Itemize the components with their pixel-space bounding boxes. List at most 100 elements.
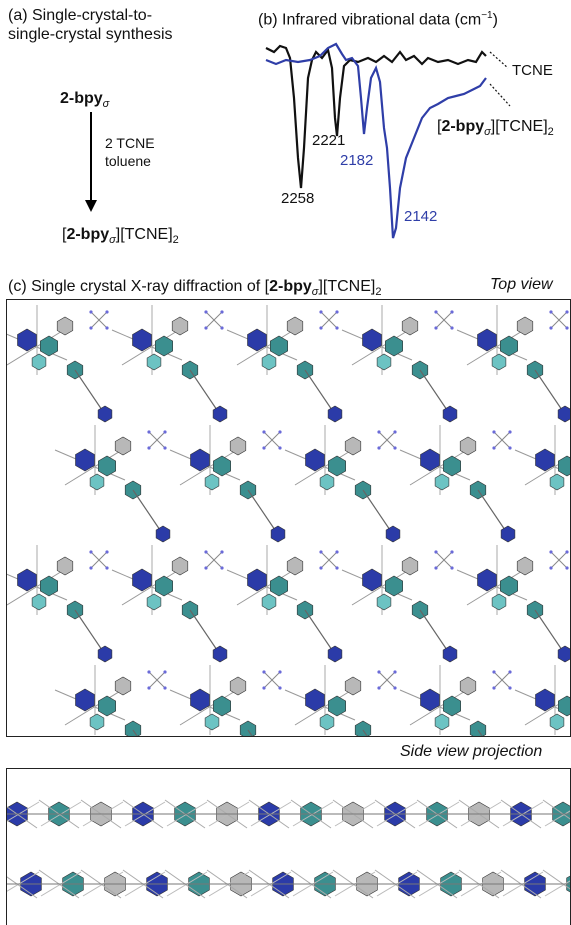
blue-hexagon [477,568,497,592]
linker-hexagon [155,525,171,543]
atom-dot [492,670,496,674]
grey-hexagon [229,436,247,456]
blue-hexagon [535,448,555,472]
light-teal-hexagon [261,353,277,371]
linker-hexagon [97,405,113,423]
blue-hexagon [132,328,152,352]
ir-trace-tcne [265,44,487,189]
light-teal-hexagon [376,353,392,371]
bond-line [534,369,563,411]
atom-dot [549,550,553,554]
bond-line [534,609,563,651]
linker-hexagon [97,645,113,663]
blue-hexagon [247,568,267,592]
reaction-conditions: 2 TCNE toluene [105,134,155,170]
atom-dot [262,686,266,690]
blue-hexagon [535,688,555,712]
grey-hexagon [401,316,419,336]
linker-hexagon [212,405,228,423]
atom-dot [105,566,109,570]
bond-line [435,551,453,569]
atom-dot [434,310,438,314]
teal-hexagon [384,575,404,597]
light-teal-hexagon [31,593,47,611]
peak-label-2182: 2182 [340,152,374,169]
light-teal-hexagon [434,473,450,491]
grey-hexagon [229,676,247,696]
side-view-crystal [7,799,570,899]
bond-line [493,431,511,449]
atom-dot [278,446,282,450]
atom-dot [89,310,93,314]
bond-line [148,431,166,449]
grey-hexagon [171,556,189,576]
teal-hexagon [469,720,487,736]
reagent-line1: 2 TCNE [105,135,155,151]
peak-label-2221: 2221 [312,132,346,149]
panel-c-title-text: (c) Single crystal X-ray diffraction of … [8,278,270,295]
grey-hexagon [171,316,189,336]
atom-dot [508,670,512,674]
side-view-frame [6,768,571,925]
atom-dot [335,550,339,554]
teal-hexagon [98,455,116,477]
teal-hexagon [155,335,173,357]
atom-dot [319,310,323,314]
atom-dot [335,326,339,330]
bond-line [205,311,223,329]
atom-dot [204,550,208,554]
bond-line [247,489,276,531]
atom-dot [278,670,282,674]
bond-line [263,671,281,689]
blue-hexagon [420,448,440,472]
bond-line [524,456,570,486]
linker-hexagon [212,645,228,663]
teal-hexagon [442,695,462,717]
top-view-frame [6,299,571,737]
atom-dot [377,686,381,690]
atom-dot [393,446,397,450]
bond-line [90,551,108,569]
atom-dot [434,550,438,554]
atom-dot [204,566,208,570]
teal-hexagon [384,335,404,357]
grey-hexagon [286,316,304,336]
light-teal-hexagon [319,713,335,731]
atom-dot [319,550,323,554]
light-teal-hexagon [491,593,507,611]
light-teal-hexagon [319,473,335,491]
atom-dot [262,430,266,434]
teal-hexagon [124,720,142,736]
blue-hexagon [132,568,152,592]
light-teal-hexagon [434,713,450,731]
light-teal-hexagon [204,713,220,731]
atom-dot [549,566,553,570]
peak-label-2142: 2142 [404,208,438,225]
teal-hexagon [269,335,289,357]
blue-hexagon [17,568,37,592]
atom-dot [163,670,167,674]
bond-line [419,609,448,651]
peak-label-2258: 2258 [281,190,315,207]
bond-line [378,431,396,449]
grey-hexagon [344,436,362,456]
bond-line [74,609,103,651]
teal-hexagon [98,695,116,717]
bond-line [362,489,391,531]
bond-line [524,696,570,726]
teal-hexagon [239,720,257,736]
atom-dot [393,686,397,690]
bond-line [304,609,333,651]
atom-dot [89,566,93,570]
product-subscript: 2 [172,234,179,247]
panel-a-title: (a) Single-crystal-to- single-crystal sy… [8,6,173,44]
bond-line [132,489,161,531]
atom-dot [319,326,323,330]
light-teal-hexagon [549,473,565,491]
ir-spectrum [265,42,511,239]
teal-hexagon [213,695,231,717]
blue-hexagon [420,688,440,712]
light-teal-hexagon [376,593,392,611]
atom-dot [220,550,224,554]
teal-hexagon [327,695,347,717]
